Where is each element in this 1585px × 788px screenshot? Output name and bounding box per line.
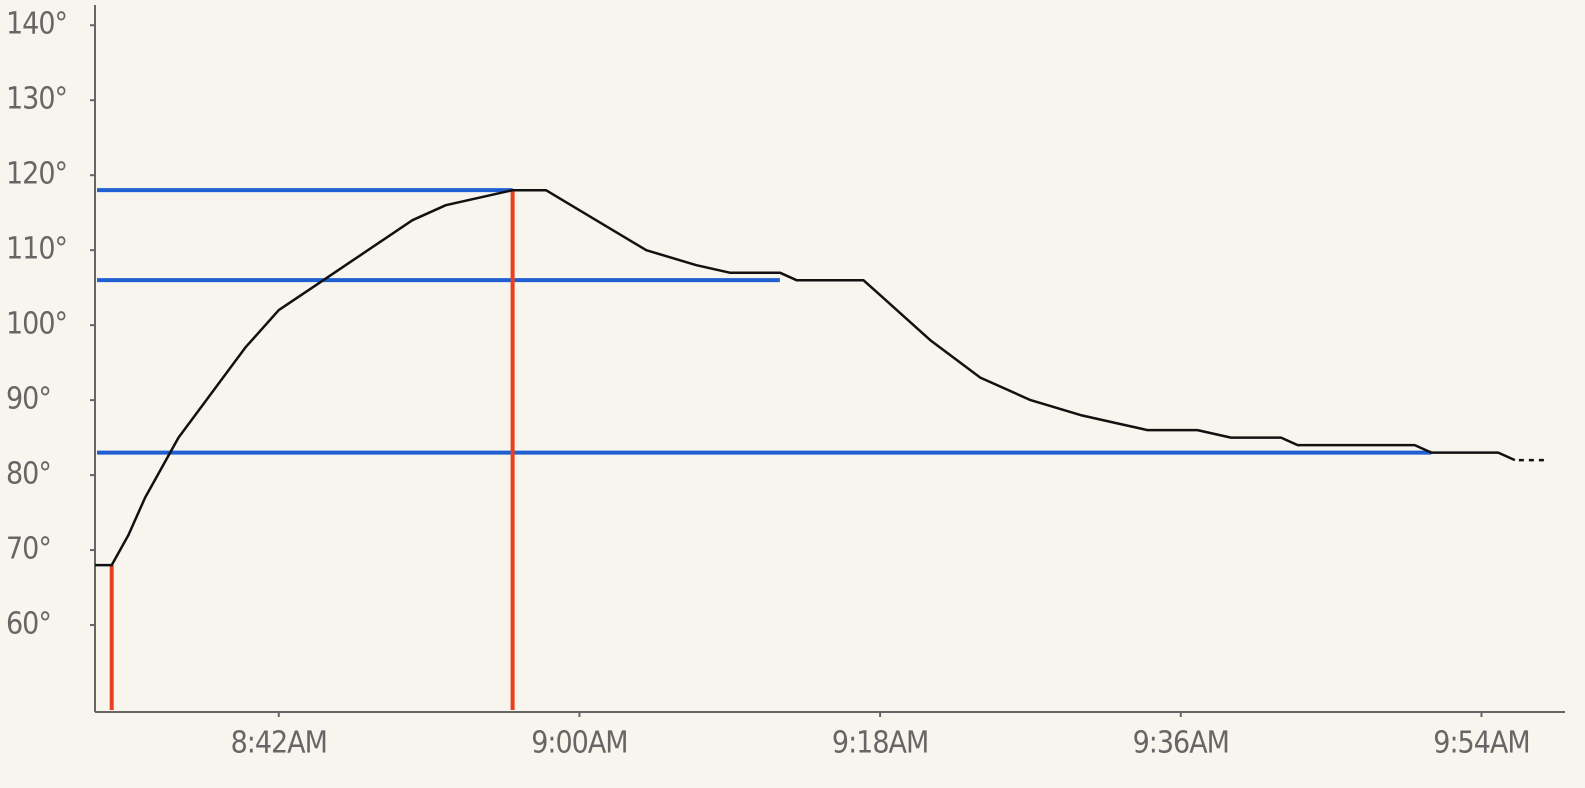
- y-tick-label: 90°: [6, 382, 51, 417]
- y-tick-label: 80°: [6, 457, 51, 492]
- x-tick-label: 9:00AM: [531, 726, 627, 761]
- temperature-line: [95, 188, 1516, 567]
- x-tick-label: 8:42AM: [231, 726, 327, 761]
- y-tick-label: 100°: [6, 307, 67, 342]
- x-tick-label: 9:18AM: [832, 726, 928, 761]
- y-tick-label: 130°: [6, 82, 67, 117]
- x-tick-label: 9:54AM: [1433, 726, 1529, 761]
- y-tick-label: 70°: [6, 532, 51, 567]
- y-tick-label: 60°: [6, 607, 51, 642]
- y-tick-label: 110°: [6, 232, 67, 267]
- y-tick-label: 140°: [6, 7, 67, 42]
- y-tick-label: 120°: [6, 157, 67, 192]
- x-tick-label: 9:36AM: [1133, 726, 1229, 761]
